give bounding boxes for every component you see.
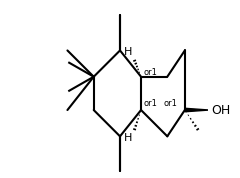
Text: or1: or1 [163,99,177,108]
Text: or1: or1 [144,68,157,77]
Text: H: H [124,48,132,57]
Polygon shape [185,108,209,112]
Text: OH: OH [211,104,230,117]
Text: H: H [124,133,132,143]
Text: or1: or1 [144,99,157,108]
